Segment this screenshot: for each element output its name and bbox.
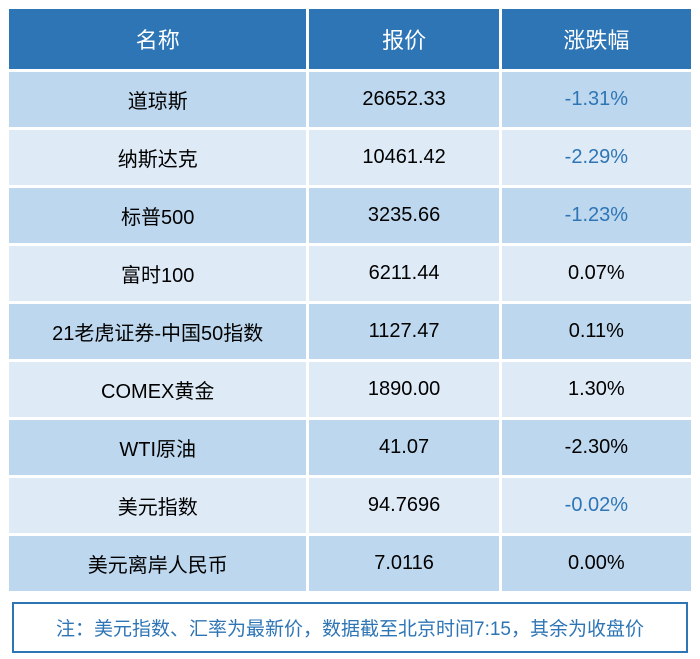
market-table-container: 名称 报价 涨跌幅 道琼斯26652.33-1.31%纳斯达克10461.42-… bbox=[0, 0, 700, 659]
cell-price: 94.7696 bbox=[309, 478, 498, 533]
table-body: 道琼斯26652.33-1.31%纳斯达克10461.42-2.29%标普500… bbox=[9, 72, 691, 591]
cell-change: 1.30% bbox=[502, 362, 691, 417]
cell-price: 3235.66 bbox=[309, 188, 498, 243]
table-row: WTI原油41.07-2.30% bbox=[9, 420, 691, 475]
cell-change: -0.02% bbox=[502, 478, 691, 533]
cell-name: WTI原油 bbox=[9, 420, 306, 475]
cell-change: -1.23% bbox=[502, 188, 691, 243]
cell-name: 富时100 bbox=[9, 246, 306, 301]
cell-change: 0.07% bbox=[502, 246, 691, 301]
table-row: 富时1006211.440.07% bbox=[9, 246, 691, 301]
cell-name: 美元指数 bbox=[9, 478, 306, 533]
cell-name: 21老虎证券-中国50指数 bbox=[9, 304, 306, 359]
cell-price: 6211.44 bbox=[309, 246, 498, 301]
cell-name: 美元离岸人民币 bbox=[9, 536, 306, 591]
cell-change: -1.31% bbox=[502, 72, 691, 127]
cell-name: 标普500 bbox=[9, 188, 306, 243]
cell-price: 1890.00 bbox=[309, 362, 498, 417]
cell-price: 26652.33 bbox=[309, 72, 498, 127]
market-table: 名称 报价 涨跌幅 道琼斯26652.33-1.31%纳斯达克10461.42-… bbox=[6, 6, 694, 594]
cell-price: 1127.47 bbox=[309, 304, 498, 359]
cell-name: COMEX黄金 bbox=[9, 362, 306, 417]
table-row: 纳斯达克10461.42-2.29% bbox=[9, 130, 691, 185]
cell-change: 0.11% bbox=[502, 304, 691, 359]
header-price: 报价 bbox=[309, 9, 498, 69]
table-row: 美元离岸人民币7.01160.00% bbox=[9, 536, 691, 591]
header-name: 名称 bbox=[9, 9, 306, 69]
cell-change: -2.30% bbox=[502, 420, 691, 475]
table-row: 道琼斯26652.33-1.31% bbox=[9, 72, 691, 127]
footnote: 注：美元指数、汇率为最新价，数据截至北京时间7:15，其余为收盘价 bbox=[12, 602, 688, 653]
table-row: 21老虎证券-中国50指数1127.470.11% bbox=[9, 304, 691, 359]
cell-name: 道琼斯 bbox=[9, 72, 306, 127]
cell-name: 纳斯达克 bbox=[9, 130, 306, 185]
cell-price: 41.07 bbox=[309, 420, 498, 475]
cell-price: 10461.42 bbox=[309, 130, 498, 185]
cell-change: 0.00% bbox=[502, 536, 691, 591]
cell-change: -2.29% bbox=[502, 130, 691, 185]
table-row: COMEX黄金1890.001.30% bbox=[9, 362, 691, 417]
table-row: 标普5003235.66-1.23% bbox=[9, 188, 691, 243]
cell-price: 7.0116 bbox=[309, 536, 498, 591]
table-row: 美元指数94.7696-0.02% bbox=[9, 478, 691, 533]
header-row: 名称 报价 涨跌幅 bbox=[9, 9, 691, 69]
header-change: 涨跌幅 bbox=[502, 9, 691, 69]
